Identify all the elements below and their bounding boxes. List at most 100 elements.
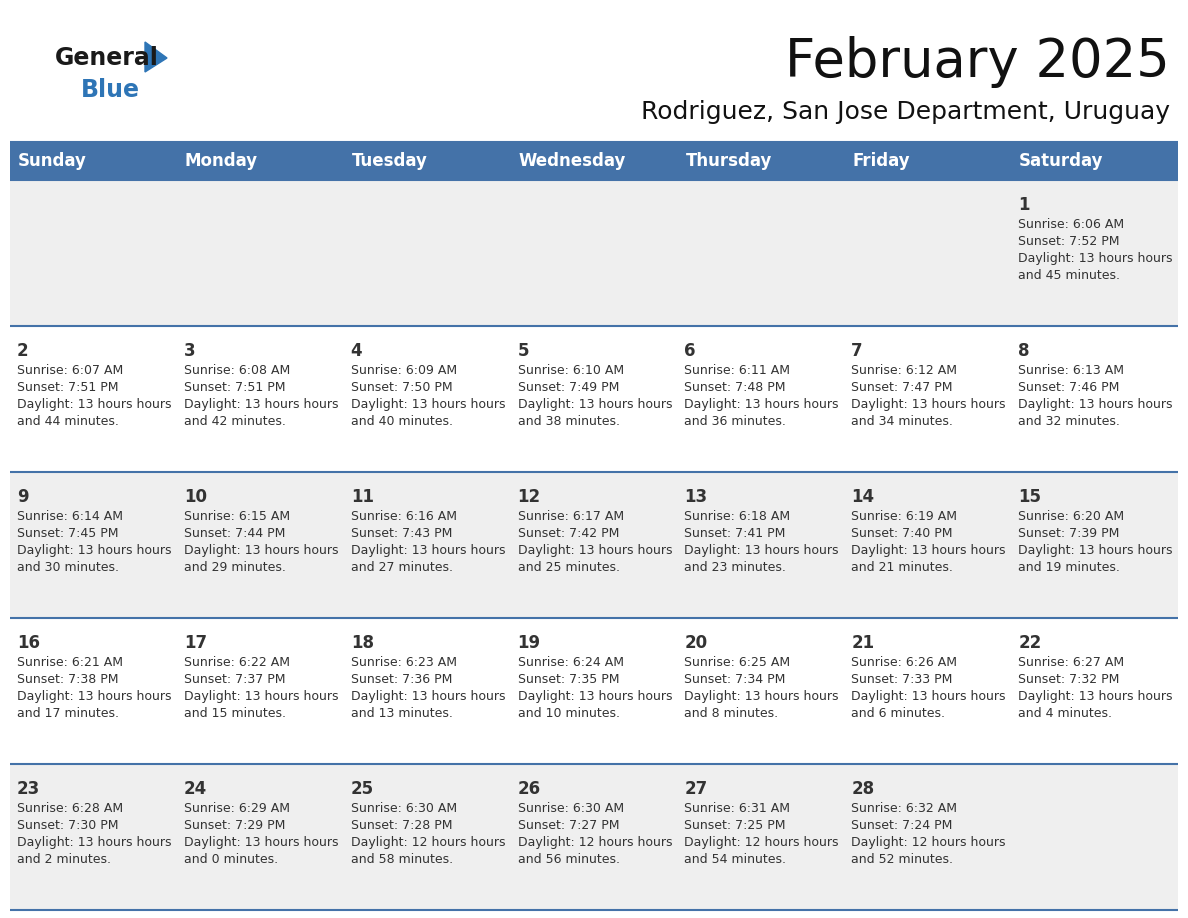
Bar [343,142,511,180]
Bar [677,142,845,180]
Text: Thursday: Thursday [685,152,772,170]
Text: Daylight: 12 hours hours: Daylight: 12 hours hours [350,836,505,849]
Text: Daylight: 13 hours hours: Daylight: 13 hours hours [17,398,171,411]
Text: Daylight: 12 hours hours: Daylight: 12 hours hours [852,836,1006,849]
Text: 21: 21 [852,634,874,652]
Bar [10,618,1178,764]
Text: Daylight: 13 hours hours: Daylight: 13 hours hours [518,544,672,557]
Bar [511,142,677,180]
Text: and 10 minutes.: and 10 minutes. [518,707,620,720]
Text: 19: 19 [518,634,541,652]
Text: and 34 minutes.: and 34 minutes. [852,415,953,428]
Text: Sunset: 7:25 PM: Sunset: 7:25 PM [684,819,786,832]
Text: Daylight: 13 hours hours: Daylight: 13 hours hours [518,398,672,411]
Text: and 32 minutes.: and 32 minutes. [1018,415,1120,428]
Text: Sunset: 7:43 PM: Sunset: 7:43 PM [350,527,453,540]
Text: Daylight: 13 hours hours: Daylight: 13 hours hours [852,544,1006,557]
Text: and 23 minutes.: and 23 minutes. [684,561,786,574]
Text: Daylight: 13 hours hours: Daylight: 13 hours hours [17,690,171,703]
Text: Sunrise: 6:07 AM: Sunrise: 6:07 AM [17,364,124,377]
Text: Daylight: 13 hours hours: Daylight: 13 hours hours [684,398,839,411]
Text: Sunrise: 6:26 AM: Sunrise: 6:26 AM [852,656,958,669]
Text: Sunset: 7:33 PM: Sunset: 7:33 PM [852,673,953,686]
Text: Sunrise: 6:11 AM: Sunrise: 6:11 AM [684,364,790,377]
Text: and 42 minutes.: and 42 minutes. [184,415,286,428]
Text: Sunset: 7:35 PM: Sunset: 7:35 PM [518,673,619,686]
Text: Sunset: 7:41 PM: Sunset: 7:41 PM [684,527,785,540]
Bar [10,326,1178,472]
Text: Sunset: 7:46 PM: Sunset: 7:46 PM [1018,381,1119,394]
Text: and 30 minutes.: and 30 minutes. [17,561,119,574]
Text: 16: 16 [17,634,40,652]
Text: Sunrise: 6:24 AM: Sunrise: 6:24 AM [518,656,624,669]
Text: Daylight: 13 hours hours: Daylight: 13 hours hours [350,690,505,703]
Text: Sunrise: 6:27 AM: Sunrise: 6:27 AM [1018,656,1124,669]
Text: Sunset: 7:42 PM: Sunset: 7:42 PM [518,527,619,540]
Text: and 40 minutes.: and 40 minutes. [350,415,453,428]
Text: 17: 17 [184,634,207,652]
Text: Daylight: 13 hours hours: Daylight: 13 hours hours [350,544,505,557]
Text: 5: 5 [518,342,529,360]
Text: 11: 11 [350,488,374,506]
Bar [177,142,343,180]
Bar [10,764,1178,910]
Text: Sunset: 7:38 PM: Sunset: 7:38 PM [17,673,119,686]
Polygon shape [145,42,168,72]
Text: Daylight: 13 hours hours: Daylight: 13 hours hours [852,398,1006,411]
Text: Sunset: 7:27 PM: Sunset: 7:27 PM [518,819,619,832]
Text: Sunset: 7:51 PM: Sunset: 7:51 PM [17,381,119,394]
Text: 9: 9 [17,488,29,506]
Bar [10,142,177,180]
Text: and 17 minutes.: and 17 minutes. [17,707,119,720]
Text: and 13 minutes.: and 13 minutes. [350,707,453,720]
Text: Daylight: 13 hours hours: Daylight: 13 hours hours [684,690,839,703]
Text: Sunset: 7:24 PM: Sunset: 7:24 PM [852,819,953,832]
Text: and 19 minutes.: and 19 minutes. [1018,561,1120,574]
Text: Sunrise: 6:15 AM: Sunrise: 6:15 AM [184,510,290,523]
Text: Daylight: 13 hours hours: Daylight: 13 hours hours [1018,544,1173,557]
Text: Sunrise: 6:13 AM: Sunrise: 6:13 AM [1018,364,1124,377]
Text: Sunrise: 6:08 AM: Sunrise: 6:08 AM [184,364,290,377]
Text: Sunset: 7:40 PM: Sunset: 7:40 PM [852,527,953,540]
Text: Sunrise: 6:06 AM: Sunrise: 6:06 AM [1018,218,1124,231]
Text: Sunset: 7:51 PM: Sunset: 7:51 PM [184,381,285,394]
Text: Monday: Monday [185,152,258,170]
Text: and 58 minutes.: and 58 minutes. [350,853,453,866]
Text: 25: 25 [350,780,374,798]
Text: 3: 3 [184,342,196,360]
Text: and 21 minutes.: and 21 minutes. [852,561,953,574]
Text: Blue: Blue [81,78,140,102]
Text: and 4 minutes.: and 4 minutes. [1018,707,1112,720]
Text: Sunrise: 6:18 AM: Sunrise: 6:18 AM [684,510,790,523]
Text: Wednesday: Wednesday [519,152,626,170]
Text: and 45 minutes.: and 45 minutes. [1018,269,1120,282]
Text: Sunrise: 6:22 AM: Sunrise: 6:22 AM [184,656,290,669]
Text: Sunset: 7:28 PM: Sunset: 7:28 PM [350,819,453,832]
Text: 27: 27 [684,780,708,798]
Text: 13: 13 [684,488,708,506]
Text: 10: 10 [184,488,207,506]
Text: and 52 minutes.: and 52 minutes. [852,853,953,866]
Text: Daylight: 13 hours hours: Daylight: 13 hours hours [1018,690,1173,703]
Text: Sunrise: 6:17 AM: Sunrise: 6:17 AM [518,510,624,523]
Text: Sunrise: 6:23 AM: Sunrise: 6:23 AM [350,656,456,669]
Text: 24: 24 [184,780,207,798]
Text: Sunrise: 6:09 AM: Sunrise: 6:09 AM [350,364,457,377]
Text: Sunrise: 6:30 AM: Sunrise: 6:30 AM [518,802,624,815]
Text: Sunset: 7:44 PM: Sunset: 7:44 PM [184,527,285,540]
Text: Saturday: Saturday [1019,152,1104,170]
Text: 22: 22 [1018,634,1042,652]
Text: Sunrise: 6:16 AM: Sunrise: 6:16 AM [350,510,456,523]
Text: Daylight: 13 hours hours: Daylight: 13 hours hours [17,544,171,557]
Text: Sunset: 7:34 PM: Sunset: 7:34 PM [684,673,785,686]
Text: Sunset: 7:32 PM: Sunset: 7:32 PM [1018,673,1119,686]
Text: 14: 14 [852,488,874,506]
Text: 23: 23 [17,780,40,798]
Text: Daylight: 13 hours hours: Daylight: 13 hours hours [684,544,839,557]
Text: Sunset: 7:37 PM: Sunset: 7:37 PM [184,673,285,686]
Text: Sunrise: 6:29 AM: Sunrise: 6:29 AM [184,802,290,815]
Text: Sunrise: 6:10 AM: Sunrise: 6:10 AM [518,364,624,377]
Text: and 36 minutes.: and 36 minutes. [684,415,786,428]
Text: and 27 minutes.: and 27 minutes. [350,561,453,574]
Text: Sunset: 7:52 PM: Sunset: 7:52 PM [1018,235,1119,248]
